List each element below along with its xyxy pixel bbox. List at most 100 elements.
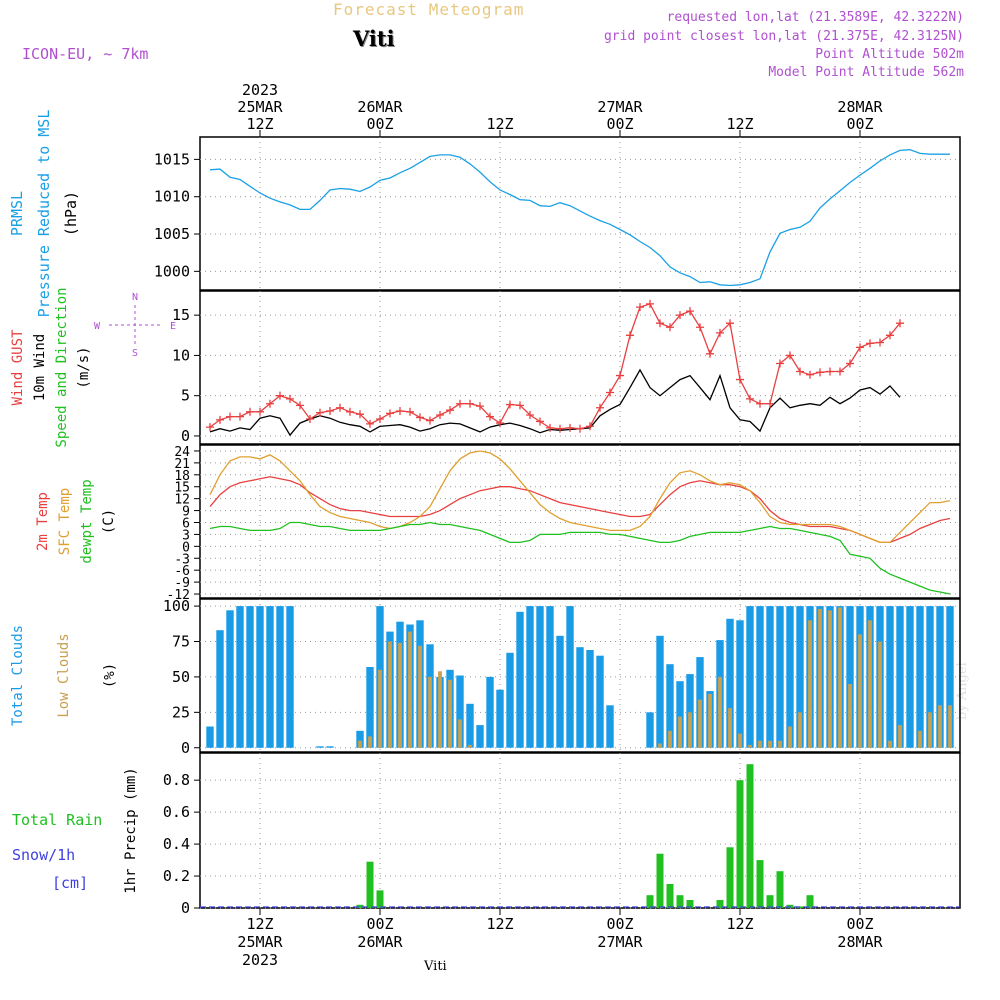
low-cloud-bar (918, 730, 922, 748)
time-label-top: 12Z (486, 115, 513, 133)
gust-marker (306, 415, 314, 424)
rain-bar (376, 890, 384, 908)
ylabel-precip: 1hr Precip (mm) (123, 767, 139, 893)
total-cloud-bar (466, 703, 474, 748)
gust-marker (446, 406, 454, 415)
gust-marker (406, 407, 414, 416)
low-cloud-bar (738, 733, 742, 748)
total-cloud-bar (556, 635, 564, 748)
precip-legend-0: Total Rain (12, 811, 102, 829)
ytick-label-temperature: 3 (182, 528, 190, 543)
rain-bar (686, 900, 694, 908)
gust-marker (346, 407, 354, 416)
gust-marker (716, 328, 724, 337)
total-cloud-bar (656, 635, 664, 748)
gust-marker (636, 303, 644, 312)
ylabel-clouds: Low Clouds (56, 633, 72, 717)
gust-marker (396, 406, 404, 415)
low-cloud-bar (888, 740, 892, 748)
time-label-top: 00Z (846, 115, 873, 133)
total-cloud-bar (666, 664, 674, 748)
low-cloud-bar (688, 712, 692, 748)
total-cloud-bar (276, 606, 284, 748)
gust-marker (806, 370, 814, 379)
total-cloud-bar (486, 676, 494, 748)
total-cloud-bar (236, 606, 244, 748)
rain-bar (356, 904, 364, 908)
time-label-bottom: 12Z (486, 915, 513, 933)
ytick-label-temperature: -9 (174, 576, 190, 591)
low-cloud-bar (868, 620, 872, 748)
time-label-top: 00Z (606, 115, 633, 133)
temp-line-t2m (209, 476, 951, 544)
gust-marker (606, 388, 614, 397)
low-cloud-bar (768, 740, 772, 748)
ylabel-temperature: dewpt Temp (79, 479, 95, 563)
time-label-bottom: 28MAR (837, 933, 883, 951)
low-cloud-bar (368, 736, 372, 748)
low-cloud-bar (758, 740, 762, 748)
compass-label-west: W (94, 321, 101, 332)
time-label-top: 26MAR (357, 98, 403, 116)
low-cloud-bar (378, 669, 382, 748)
precip-legend-2: [cm] (52, 874, 88, 892)
total-cloud-bar (476, 725, 484, 748)
ytick-label-temperature: 24 (174, 445, 190, 460)
total-cloud-bar (496, 689, 504, 748)
gust-marker (366, 419, 374, 428)
gust-marker (816, 368, 824, 377)
ytick-label-clouds: 50 (172, 668, 190, 686)
low-cloud-bar (818, 608, 822, 748)
total-cloud-bar (886, 606, 894, 748)
gust-marker (416, 413, 424, 422)
low-cloud-bar (408, 631, 412, 748)
time-label-bottom: 27MAR (597, 933, 643, 951)
low-cloud-bar (808, 620, 812, 748)
gust-marker (726, 319, 734, 328)
low-cloud-bar (828, 610, 832, 748)
total-cloud-bar (916, 606, 924, 748)
total-cloud-bar (526, 606, 534, 748)
ytick-label-temperature: -12 (167, 588, 190, 603)
total-cloud-bar (536, 606, 544, 748)
time-label-bottom: 00Z (606, 915, 633, 933)
compass-label-north: N (132, 292, 138, 303)
total-cloud-bar (896, 606, 904, 748)
gust-marker (296, 401, 304, 410)
header-grid-point: grid point closest lon,lat (21.375E, 42.… (603, 29, 964, 44)
pressure-line (209, 149, 950, 287)
total-cloud-bar (686, 674, 694, 748)
time-label-bottom: 12Z (246, 915, 273, 933)
compass-label-east: E (170, 321, 176, 332)
gust-marker (336, 403, 344, 412)
total-cloud-bar (356, 730, 364, 748)
footer-location: Viti (424, 959, 447, 974)
ylabel-temperature: (C) (101, 509, 117, 534)
total-cloud-bar (566, 606, 574, 748)
low-cloud-bar (658, 743, 662, 748)
low-cloud-bar (858, 634, 862, 748)
compass-label-south: S (132, 348, 138, 359)
wind-gust-line (209, 303, 901, 430)
low-cloud-bar (898, 725, 902, 748)
gust-marker (686, 307, 694, 316)
gust-marker (656, 319, 664, 328)
gust-marker (776, 359, 784, 368)
gust-marker (886, 331, 894, 340)
low-cloud-bar (928, 712, 932, 748)
ytick-label-temperature: 12 (174, 493, 190, 508)
panel-frame-temperature (199, 444, 961, 599)
gust-marker (216, 415, 224, 424)
temp-line-dew (209, 521, 951, 595)
ytick-label-wind: 10 (172, 346, 190, 364)
ylabel-clouds: Total Clouds (10, 625, 26, 726)
total-cloud-bar (266, 606, 274, 748)
time-label-bottom: 26MAR (357, 933, 403, 951)
total-cloud-bar (746, 606, 754, 748)
ylabel-temperature: SFC Temp (57, 488, 73, 555)
rain-bar (646, 895, 654, 908)
low-cloud-bar (678, 716, 682, 748)
ytick-label-pressure: 1015 (154, 150, 190, 168)
gust-marker (696, 323, 704, 332)
low-cloud-bar (728, 708, 732, 748)
